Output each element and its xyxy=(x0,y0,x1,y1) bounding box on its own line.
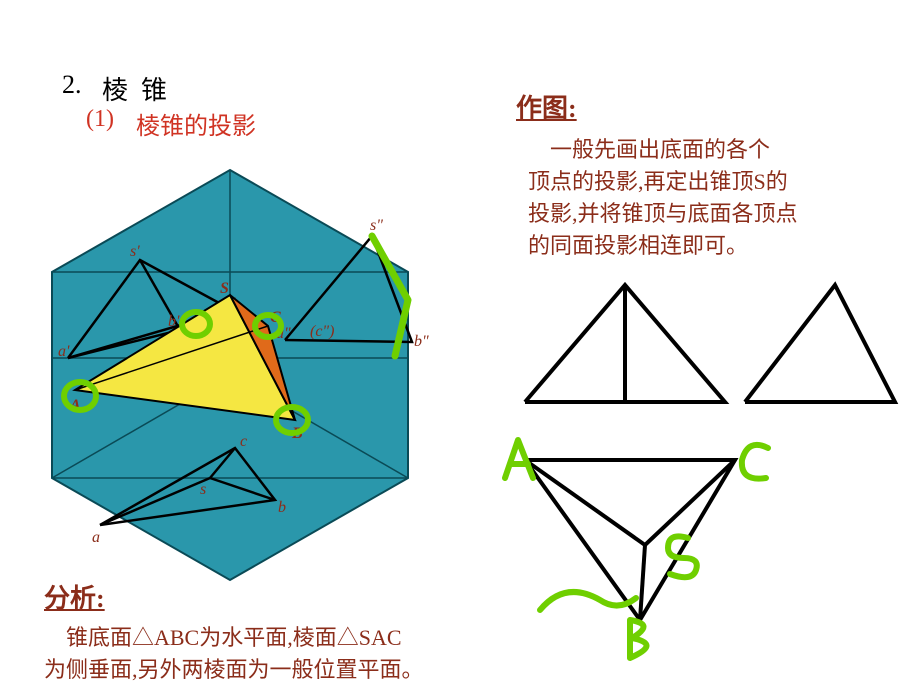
label-b-right: b" xyxy=(414,333,429,350)
stage: 2. 棱 锥 (1) 棱锥的投影 作图: 一般先画出底面的各个 顶点的投影,再定… xyxy=(0,0,920,690)
label-c-bot: c xyxy=(240,433,247,450)
diagram-canvas: s' a' b' c' s" a" b" (c") S A B C a b xyxy=(0,0,920,690)
label-b-bot: b xyxy=(278,499,286,516)
label-a-bot: a xyxy=(92,529,100,546)
ortho-front xyxy=(525,285,725,402)
label-c-right: (c") xyxy=(310,323,334,340)
label-s-right: s" xyxy=(370,217,383,234)
label-s-top: s' xyxy=(130,243,140,260)
ortho-side xyxy=(745,285,895,402)
label-s-bot: s xyxy=(200,481,206,498)
label-S: S xyxy=(220,280,229,297)
label-a-top: a' xyxy=(58,343,70,360)
